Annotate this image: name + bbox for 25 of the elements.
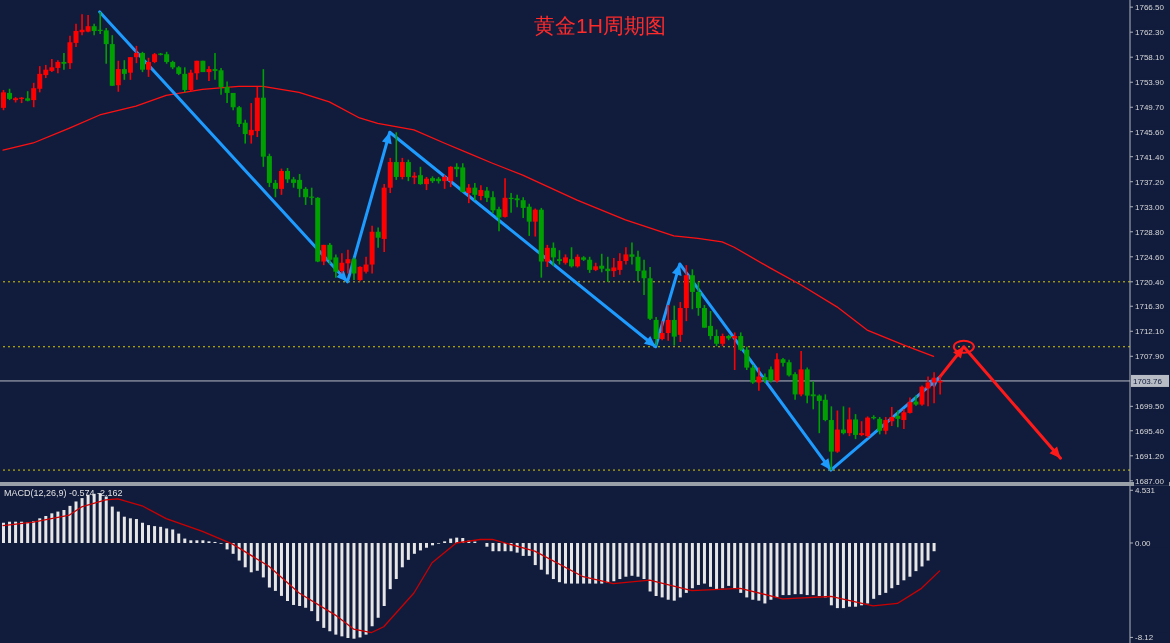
- chart-title: MACD(12,26,9) -0.574 -2.162: [4, 488, 123, 498]
- y-tick-label: 1728.80: [1135, 227, 1165, 237]
- y-tick-label: 4.531: [1135, 486, 1156, 496]
- y-tick-label: 1749.70: [1135, 103, 1165, 113]
- y-tick-label: 1758.10: [1135, 53, 1165, 63]
- y-tick-label: 1762.30: [1135, 28, 1165, 38]
- y-tick-label: 1691.20: [1135, 451, 1165, 461]
- y-tick-label: 0.00: [1135, 538, 1152, 548]
- text: 黄金1H周期图: [534, 14, 666, 37]
- y-tick-label: 1745.60: [1135, 127, 1165, 137]
- y-tick-label: 1733.00: [1135, 202, 1165, 212]
- y-tick-label: 1712.10: [1135, 327, 1165, 337]
- y-tick-label: -8.12: [1135, 633, 1154, 643]
- y-tick-label: 1687.00: [1135, 476, 1165, 486]
- y-tick-label: 1695.40: [1135, 426, 1165, 436]
- y-tick-label: 1699.50: [1135, 402, 1165, 412]
- y-tick-label: 1716.30: [1135, 302, 1165, 312]
- y-tick-label: 1753.90: [1135, 78, 1165, 88]
- y-tick-label: 1707.90: [1135, 352, 1165, 362]
- y-tick-label: 1724.60: [1135, 252, 1165, 262]
- ref-line-label: 1703.76: [1133, 376, 1163, 386]
- y-tick-label: 1720.40: [1135, 277, 1165, 287]
- y-tick-label: 1737.20: [1135, 177, 1165, 187]
- y-tick-label: 1741.40: [1135, 152, 1165, 162]
- y-tick-label: 1766.50: [1135, 3, 1165, 13]
